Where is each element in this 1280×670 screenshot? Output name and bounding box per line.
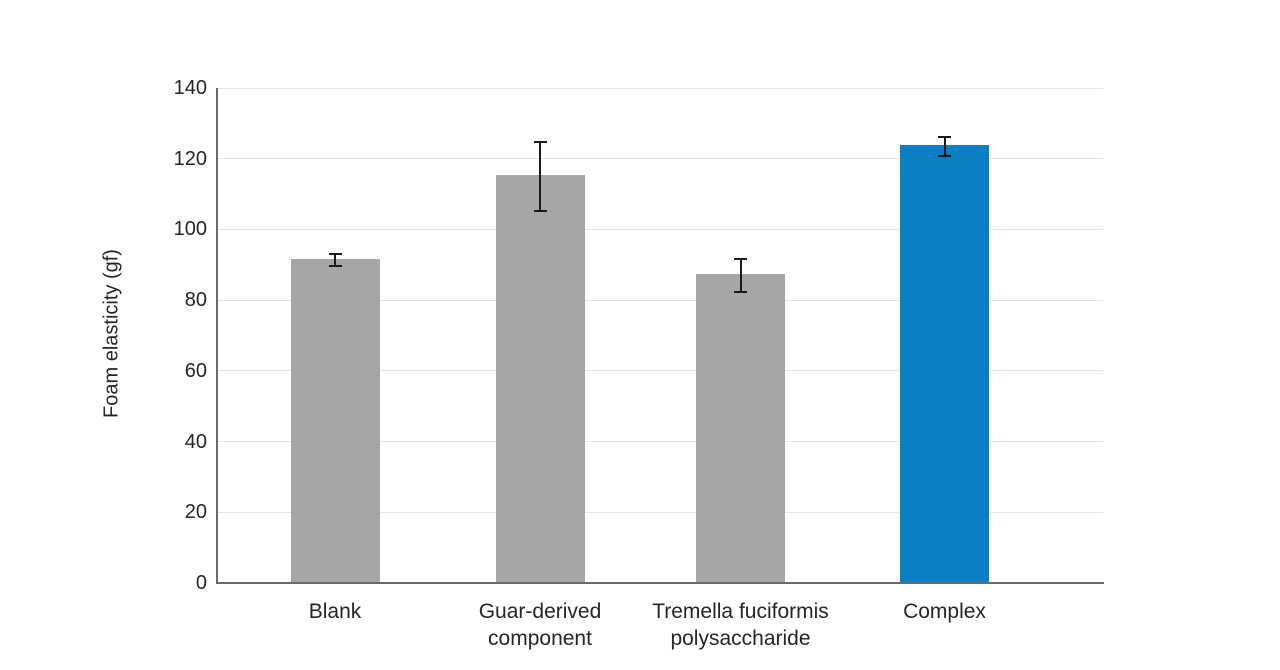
error-bar-blank <box>334 253 336 268</box>
error-bar-upper-cap-tremella-fuciformis <box>734 257 747 260</box>
bar-complex <box>900 145 989 582</box>
y-tick-label-60: 60 <box>184 359 207 382</box>
gridline-80 <box>217 299 1103 301</box>
gridline-40 <box>217 441 1103 443</box>
bar-blank <box>290 259 380 582</box>
bar-tremella-fuciformis <box>696 274 785 582</box>
gridline-100 <box>217 228 1103 230</box>
error-bar-guar-derived <box>539 141 541 212</box>
error-bar-upper-cap-blank <box>328 253 342 256</box>
error-bar-lower-cap-complex <box>938 154 951 157</box>
gridline-60 <box>217 370 1103 372</box>
x-category-label-tremella-fuciformis: Tremella fuciformis polysaccharide <box>652 600 829 650</box>
error-bar-upper-cap-guar-derived <box>533 141 547 144</box>
error-bar-lower-cap-blank <box>328 265 342 268</box>
plot-area <box>217 87 1103 583</box>
y-tick-label-0: 0 <box>195 572 207 594</box>
x-category-label-blank: Blank <box>308 600 362 623</box>
gridline-140 <box>217 87 1103 89</box>
x-category-label-guar-derived: Guar-derived component <box>478 600 602 650</box>
y-tick-label-40: 40 <box>184 430 207 453</box>
y-tick-label-80: 80 <box>184 289 207 312</box>
y-axis-line <box>216 88 218 584</box>
y-tick-label-20: 20 <box>184 501 207 524</box>
y-tick-label-140: 140 <box>173 77 207 99</box>
x-category-label-complex: Complex <box>903 600 986 623</box>
error-bar-tremella-fuciformis <box>739 257 742 294</box>
y-tick-label-100: 100 <box>173 218 207 241</box>
y-tick-label-120: 120 <box>173 147 207 170</box>
error-bar-upper-cap-complex <box>938 135 951 138</box>
gridline-20 <box>217 511 1103 513</box>
error-bar-lower-cap-guar-derived <box>533 209 547 212</box>
error-bar-lower-cap-tremella-fuciformis <box>734 291 747 294</box>
error-bar-complex <box>943 135 946 157</box>
bar-guar-derived <box>495 175 585 582</box>
gridline-120 <box>217 158 1103 160</box>
x-axis-line <box>216 582 1104 584</box>
